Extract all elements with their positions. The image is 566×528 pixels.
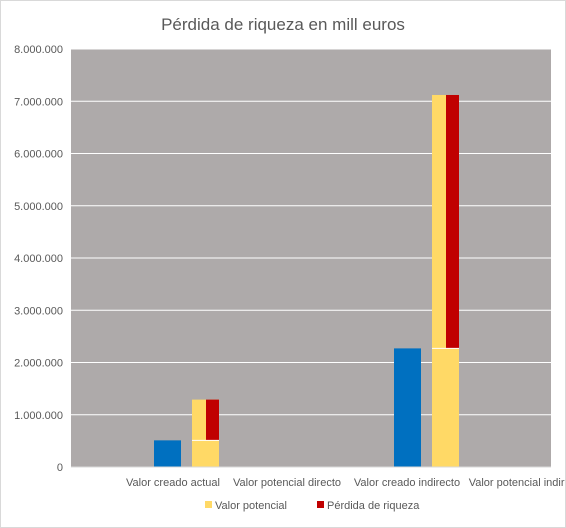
y-tick-label: 0	[57, 462, 63, 474]
y-tick-label: 8.000.000	[14, 44, 63, 56]
x-category-label: Valor potencial indirecto	[469, 477, 565, 489]
y-tick-label: 6.000.000	[14, 149, 63, 161]
bars	[71, 94, 551, 468]
x-axis-labels: Valor creado actual Valor potencial direc…	[126, 477, 565, 489]
legend-swatch-valor-potencial	[205, 501, 212, 508]
legend: Valor potencial Pérdida de riqueza	[205, 500, 420, 512]
y-axis-ticks: 0 1.000.000 2.000.000 3.000.000 4.000.000 5.0…	[14, 44, 63, 474]
bar-perdida-de-riqueza	[206, 399, 219, 441]
bar-perdida-de-riqueza	[446, 94, 459, 349]
y-tick-label: 1.000.000	[14, 410, 63, 422]
chart-title: Pérdida de riqueza en mill euros	[161, 15, 405, 34]
bar-valor-creado	[154, 440, 181, 467]
y-tick-label: 3.000.000	[14, 305, 63, 317]
legend-label-perdida-de-riqueza: Pérdida de riqueza	[327, 500, 420, 512]
y-tick-label: 5.000.000	[14, 201, 63, 213]
y-tick-label: 4.000.000	[14, 253, 63, 265]
y-tick-label: 7.000.000	[14, 96, 63, 108]
legend-swatch-perdida-de-riqueza	[317, 501, 324, 508]
bar-valor-creado	[394, 348, 421, 467]
y-tick-label: 2.000.000	[14, 358, 63, 370]
legend-label-valor-potencial: Valor potencial	[215, 500, 287, 512]
x-category-label: Valor creado indirecto	[354, 477, 460, 489]
x-category-label: Valor potencial directo	[233, 477, 341, 489]
x-category-label: Valor creado actual	[126, 477, 220, 489]
